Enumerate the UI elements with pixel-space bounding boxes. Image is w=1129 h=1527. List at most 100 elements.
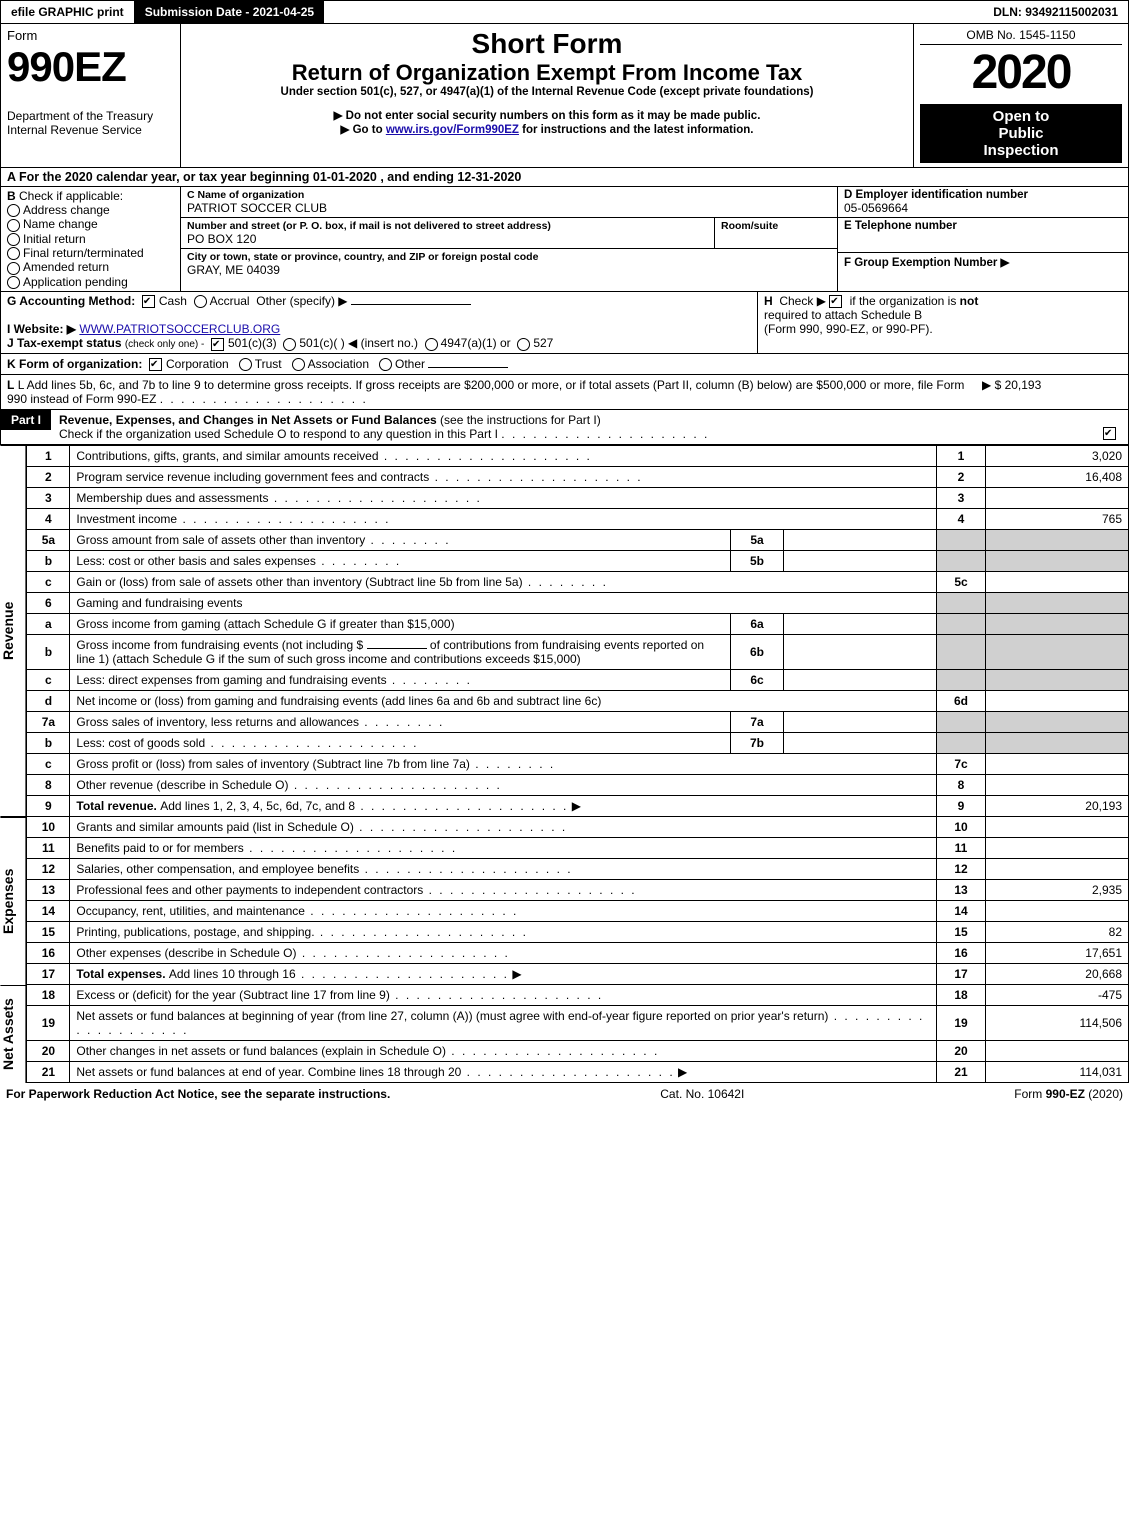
mini-6b: 6b	[731, 634, 784, 669]
part1-hint: (see the instructions for Part I)	[440, 413, 601, 427]
footer-left: For Paperwork Reduction Act Notice, see …	[6, 1087, 390, 1101]
amtnum-5a	[937, 529, 986, 550]
amt-18: -475	[986, 985, 1129, 1006]
chk-final-return[interactable]	[7, 247, 20, 260]
part1-title: Revenue, Expenses, and Changes in Net As…	[59, 413, 437, 427]
chk-527[interactable]	[517, 338, 530, 351]
row-9: 9Total revenue. Add lines 1, 2, 3, 4, 5c…	[27, 795, 1129, 816]
chk-amended-return[interactable]	[7, 262, 20, 275]
other-specify-input[interactable]	[351, 304, 471, 305]
row-16: 16Other expenses (describe in Schedule O…	[27, 942, 1129, 963]
chk-cash[interactable]	[142, 295, 155, 308]
ln-12: 12	[27, 858, 70, 879]
ln-6c: c	[27, 669, 70, 690]
lbl-final-return: Final return/terminated	[23, 246, 144, 260]
mini-6a: 6a	[731, 613, 784, 634]
footer-right-bold: 990-EZ	[1046, 1087, 1085, 1101]
side-label-expenses: Expenses	[0, 817, 26, 985]
lbl-corporation: Corporation	[166, 357, 229, 371]
amtnum-12: 12	[937, 858, 986, 879]
desc-9: Add lines 1, 2, 3, 4, 5c, 6d, 7c, and 8	[160, 799, 355, 813]
chk-corporation[interactable]	[149, 358, 162, 371]
row-6c: cLess: direct expenses from gaming and f…	[27, 669, 1129, 690]
lbl-trust: Trust	[255, 357, 282, 371]
row-4: 4Investment income4765	[27, 508, 1129, 529]
net-assets-table: 18Excess or (deficit) for the year (Subt…	[26, 985, 1129, 1083]
amt-13: 2,935	[986, 879, 1129, 900]
row-5c: cGain or (loss) from sale of assets othe…	[27, 571, 1129, 592]
under-section: Under section 501(c), 527, or 4947(a)(1)…	[189, 86, 905, 98]
chk-address-change[interactable]	[7, 204, 20, 217]
submission-date-button[interactable]: Submission Date - 2021-04-25	[135, 1, 326, 23]
short-form-title: Short Form	[189, 28, 905, 60]
row-20: 20Other changes in net assets or fund ba…	[27, 1040, 1129, 1061]
amtnum-6c	[937, 669, 986, 690]
row-7a: 7aGross sales of inventory, less returns…	[27, 711, 1129, 732]
desc-14: Occupancy, rent, utilities, and maintena…	[76, 904, 305, 918]
row-8: 8Other revenue (describe in Schedule O)8	[27, 774, 1129, 795]
amt-20	[986, 1040, 1129, 1061]
l-amount: ▶ $ 20,193	[974, 378, 1122, 406]
desc-8: Other revenue (describe in Schedule O)	[76, 778, 288, 792]
amt-5b	[986, 550, 1129, 571]
open-to-public: Open to Public Inspection	[920, 104, 1122, 163]
row-2: 2Program service revenue including gover…	[27, 466, 1129, 487]
section-l: L L Add lines 5b, 6c, and 7b to line 9 t…	[0, 375, 1129, 410]
amtnum-8: 8	[937, 774, 986, 795]
efile-print-button[interactable]: efile GRAPHIC print	[1, 1, 135, 23]
side-label-revenue: Revenue	[0, 445, 26, 817]
row-6b: bGross income from fundraising events (n…	[27, 634, 1129, 669]
ln-1: 1	[27, 445, 70, 466]
row-18: 18Excess or (deficit) for the year (Subt…	[27, 985, 1129, 1006]
footer-right-pre: Form	[1014, 1087, 1045, 1101]
lbl-cash: Cash	[159, 294, 187, 308]
ln-3: 3	[27, 487, 70, 508]
other-org-input[interactable]	[428, 367, 508, 368]
chk-accrual[interactable]	[194, 295, 207, 308]
amtnum-5b	[937, 550, 986, 571]
chk-trust[interactable]	[239, 358, 252, 371]
ln-19: 19	[27, 1005, 70, 1040]
desc-6d: Net income or (loss) from gaming and fun…	[70, 690, 937, 711]
amt-14	[986, 900, 1129, 921]
desc-12: Salaries, other compensation, and employ…	[76, 862, 359, 876]
chk-association[interactable]	[292, 358, 305, 371]
website-link[interactable]: WWW.PATRIOTSOCCERCLUB.ORG	[79, 322, 280, 336]
h-schedule-b: H Check ▶ if the organization is not req…	[758, 292, 1128, 353]
side-label-net-assets: Net Assets	[0, 985, 26, 1083]
amtnum-16: 16	[937, 942, 986, 963]
desc-9-bold: Total revenue.	[76, 799, 160, 813]
amtnum-2: 2	[937, 466, 986, 487]
amtnum-13: 13	[937, 879, 986, 900]
desc-6: Gaming and fundraising events	[70, 592, 937, 613]
amtnum-1: 1	[937, 445, 986, 466]
chk-501c3[interactable]	[211, 338, 224, 351]
irs-link[interactable]: www.irs.gov/Form990EZ	[386, 124, 519, 136]
desc-20: Other changes in net assets or fund bala…	[76, 1044, 446, 1058]
chk-initial-return[interactable]	[7, 233, 20, 246]
top-bar: efile GRAPHIC print Submission Date - 20…	[0, 0, 1129, 24]
amt-12	[986, 858, 1129, 879]
chk-schedule-o[interactable]	[1103, 427, 1116, 440]
chk-4947[interactable]	[425, 338, 438, 351]
row-6d: dNet income or (loss) from gaming and fu…	[27, 690, 1129, 711]
desc-7a: Gross sales of inventory, less returns a…	[76, 715, 359, 729]
amt-8	[986, 774, 1129, 795]
footer-right: Form 990-EZ (2020)	[1014, 1087, 1123, 1101]
chk-501c[interactable]	[283, 338, 296, 351]
org-street: PO BOX 120	[187, 232, 708, 246]
chk-other-org[interactable]	[379, 358, 392, 371]
amtnum-6	[937, 592, 986, 613]
chk-schedule-b[interactable]	[829, 295, 842, 308]
chk-name-change[interactable]	[7, 219, 20, 232]
open-line2: Public	[920, 125, 1122, 142]
chk-app-pending[interactable]	[7, 276, 20, 289]
return-title: Return of Organization Exempt From Incom…	[189, 60, 905, 86]
ln-16: 16	[27, 942, 70, 963]
ln-17: 17	[27, 963, 70, 984]
e-label: E Telephone number	[844, 220, 1122, 232]
amt-1: 3,020	[986, 445, 1129, 466]
lbl-address-change: Address change	[23, 203, 110, 217]
h-label: H	[764, 294, 773, 308]
input-6b-amount[interactable]	[367, 648, 427, 649]
